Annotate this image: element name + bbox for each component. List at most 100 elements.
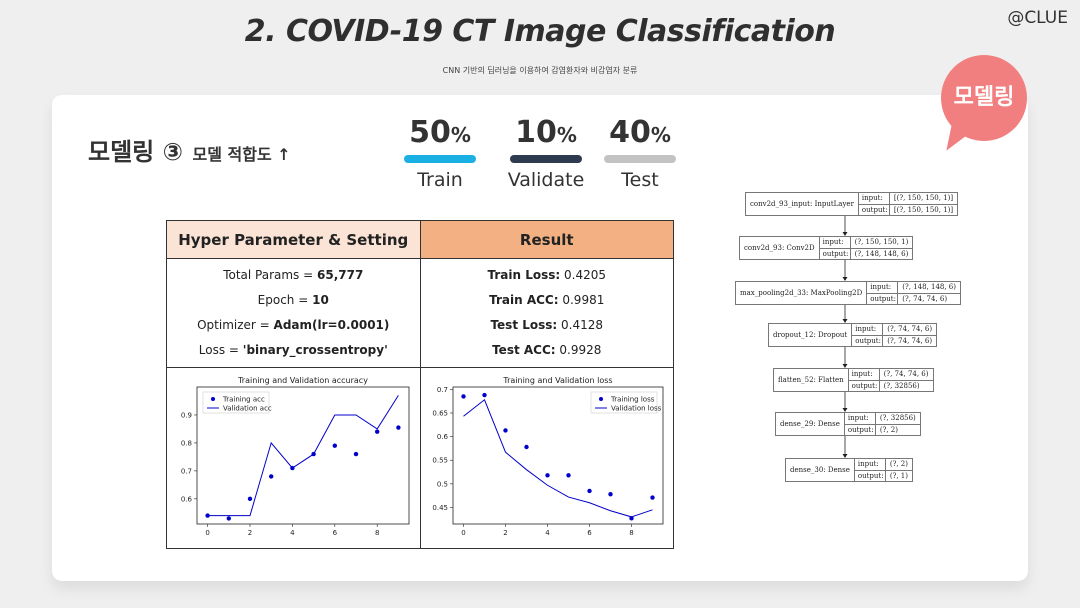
shape-key: input: (859, 193, 890, 204)
result-test-acc: Test ACC: 0.9928 (492, 343, 602, 357)
legend-marker (598, 397, 603, 401)
section-subtitle: 모델 적합도 ↑ (192, 145, 291, 164)
layer-input-shape: input: (?, 74, 74, 6) (849, 369, 933, 380)
shape-value: (?, 74, 74, 6) (902, 295, 948, 303)
shape-value: [(?, 150, 150, 1)] (893, 206, 954, 214)
model-layer-node: flatten_52: Flatten input: (?, 74, 74, 6) o… (773, 368, 934, 392)
setting-loss: Loss = 'binary_crossentropy' (198, 343, 388, 357)
split-label: Validate (507, 169, 585, 191)
data-point (607, 492, 613, 497)
layer-name: max_pooling2d_33: MaxPooling2D (736, 282, 868, 304)
layer-output-shape: output: (?, 2) (844, 424, 920, 436)
model-arrows (842, 216, 848, 458)
data-point (586, 488, 592, 494)
legend-box (202, 391, 270, 414)
layer-output-shape: output: (?, 74, 74, 6) (852, 335, 937, 347)
layer-name: flatten_52: Flatten (774, 369, 849, 391)
header-result: Result (419, 220, 674, 259)
shape-value: (?, 32856) (883, 382, 920, 390)
data-point (353, 451, 359, 457)
x-tick-label: 6 (333, 529, 338, 537)
data-point (523, 444, 529, 450)
layer-shapes: input: (?, 32856) output: (?, 2) (844, 413, 920, 436)
y-tick-label: 0.9 (181, 411, 192, 419)
model-layer-node: max_pooling2d_33: MaxPooling2D input: (?, … (735, 281, 961, 305)
layer-output-shape: output: (?, 148, 148, 6) (819, 248, 913, 260)
x-tick-label: 8 (375, 529, 379, 537)
section-title: 모델링 ③ (88, 138, 183, 166)
legend-label: Training acc (222, 396, 265, 404)
series-line (462, 398, 653, 518)
setting-epoch: Epoch = 10 (257, 293, 329, 307)
layer-output-shape: output: (?, 1) (854, 470, 912, 482)
arrow-head (842, 277, 848, 281)
plot-frame (196, 386, 410, 525)
layer-output-shape: output: (?, 74, 74, 6) (867, 293, 960, 305)
loss-chart-cell: Training and Validation loss 0 2 4 6 8 0.45 0.5… (419, 367, 674, 549)
y-tick-label: 0.65 (432, 409, 448, 417)
layer-name: conv2d_93: Conv2D (740, 237, 820, 259)
page-title: 2. COVID-19 CT Image Classification (244, 14, 836, 49)
layer-name: dense_29: Dense (776, 413, 845, 435)
model-layer-node: dense_30: Dense input: (?, 2) output: (?, 1) (785, 458, 913, 482)
result-train-acc: Train ACC: 0.9981 (489, 293, 605, 307)
layer-input-shape: input: (?, 74, 74, 6) (852, 324, 936, 335)
shape-key: output: (820, 249, 851, 260)
accuracy-chart-cell: Training and Validation accuracy 0 2 4 6 8 0.6… (166, 367, 421, 549)
arrow-head (842, 454, 848, 458)
split-train: 50% Train (390, 115, 490, 191)
layer-input-shape: input: [(?, 150, 150, 1)] (859, 193, 957, 204)
settings-cell: Total Params = 65,777 Epoch = 10 Optimiz… (166, 258, 421, 368)
layer-name: dense_30: Dense (786, 459, 855, 481)
split-percentage: 50% (409, 115, 471, 150)
x-tick-label: 2 (248, 529, 252, 537)
layer-input-shape: input: (?, 2) (855, 459, 912, 470)
y-tick-label: 0.45 (432, 504, 448, 512)
shape-value: (?, 2) (879, 426, 898, 434)
legend-label: Validation loss (611, 405, 662, 413)
shape-key: output: (845, 425, 876, 436)
legend-label: Validation acc (223, 405, 272, 413)
shape-key: input: (849, 369, 880, 380)
shape-key: output: (855, 471, 886, 482)
shape-key: input: (867, 282, 899, 293)
layer-shapes: input: (?, 74, 74, 6) output: (?, 32856) (848, 369, 933, 392)
layer-input-shape: input: (?, 32856) (845, 413, 920, 424)
model-layer-node: dense_29: Dense input: (?, 32856) output: (?… (775, 412, 921, 436)
split-bar (604, 155, 676, 163)
chart-title: Training and Validation loss (502, 376, 612, 385)
loss-chart: Training and Validation loss 0 2 4 6 8 0.45 0.5… (432, 376, 663, 537)
legend-marker (211, 397, 215, 401)
data-point (502, 428, 508, 433)
arrow-head (842, 408, 848, 412)
layer-shapes: input: [(?, 150, 150, 1)] output: [(?, 150,… (858, 193, 958, 216)
data-point (628, 516, 634, 521)
data-point (375, 429, 380, 434)
y-tick-label: 0.55 (432, 457, 448, 465)
model-layer-node: conv2d_93: Conv2D input: (?, 150, 150, 1) o… (739, 236, 914, 260)
model-layer-node: conv2d_93_input: InputLayer input: [(?, 15… (745, 192, 959, 216)
brand-label: @CLUE (1007, 8, 1068, 28)
x-tick-label: 6 (587, 529, 592, 537)
shape-value: (?, 148, 148, 6) (902, 283, 956, 291)
shape-value: (?, 148, 148, 6) (854, 250, 909, 258)
shape-value: (?, 2) (889, 460, 908, 468)
shape-value: (?, 32856) (879, 414, 916, 422)
model-architecture-diagram: conv2d_93_input: InputLayer input: [(?, 15… (733, 188, 961, 488)
layer-input-shape: input: (?, 150, 150, 1) (820, 237, 913, 248)
split-validate: 10% Validate (496, 115, 596, 191)
setting-optimizer: Optimizer = Adam(lr=0.0001) (197, 318, 390, 332)
setting-total-params: Total Params = 65,777 (223, 268, 364, 282)
speech-bubble-badge (941, 55, 1027, 141)
result-test-loss: Test Loss: 0.4128 (490, 318, 604, 332)
split-bar (510, 155, 582, 163)
data-point (226, 516, 231, 521)
shape-key: output: (867, 294, 899, 305)
data-point (544, 473, 550, 478)
data-point (332, 443, 337, 448)
x-tick-label: 4 (545, 529, 550, 537)
shape-key: output: (859, 205, 890, 216)
arrow-head (842, 319, 848, 323)
shape-key: output: (852, 336, 884, 347)
layer-shapes: input: (?, 2) output: (?, 1) (854, 459, 912, 482)
